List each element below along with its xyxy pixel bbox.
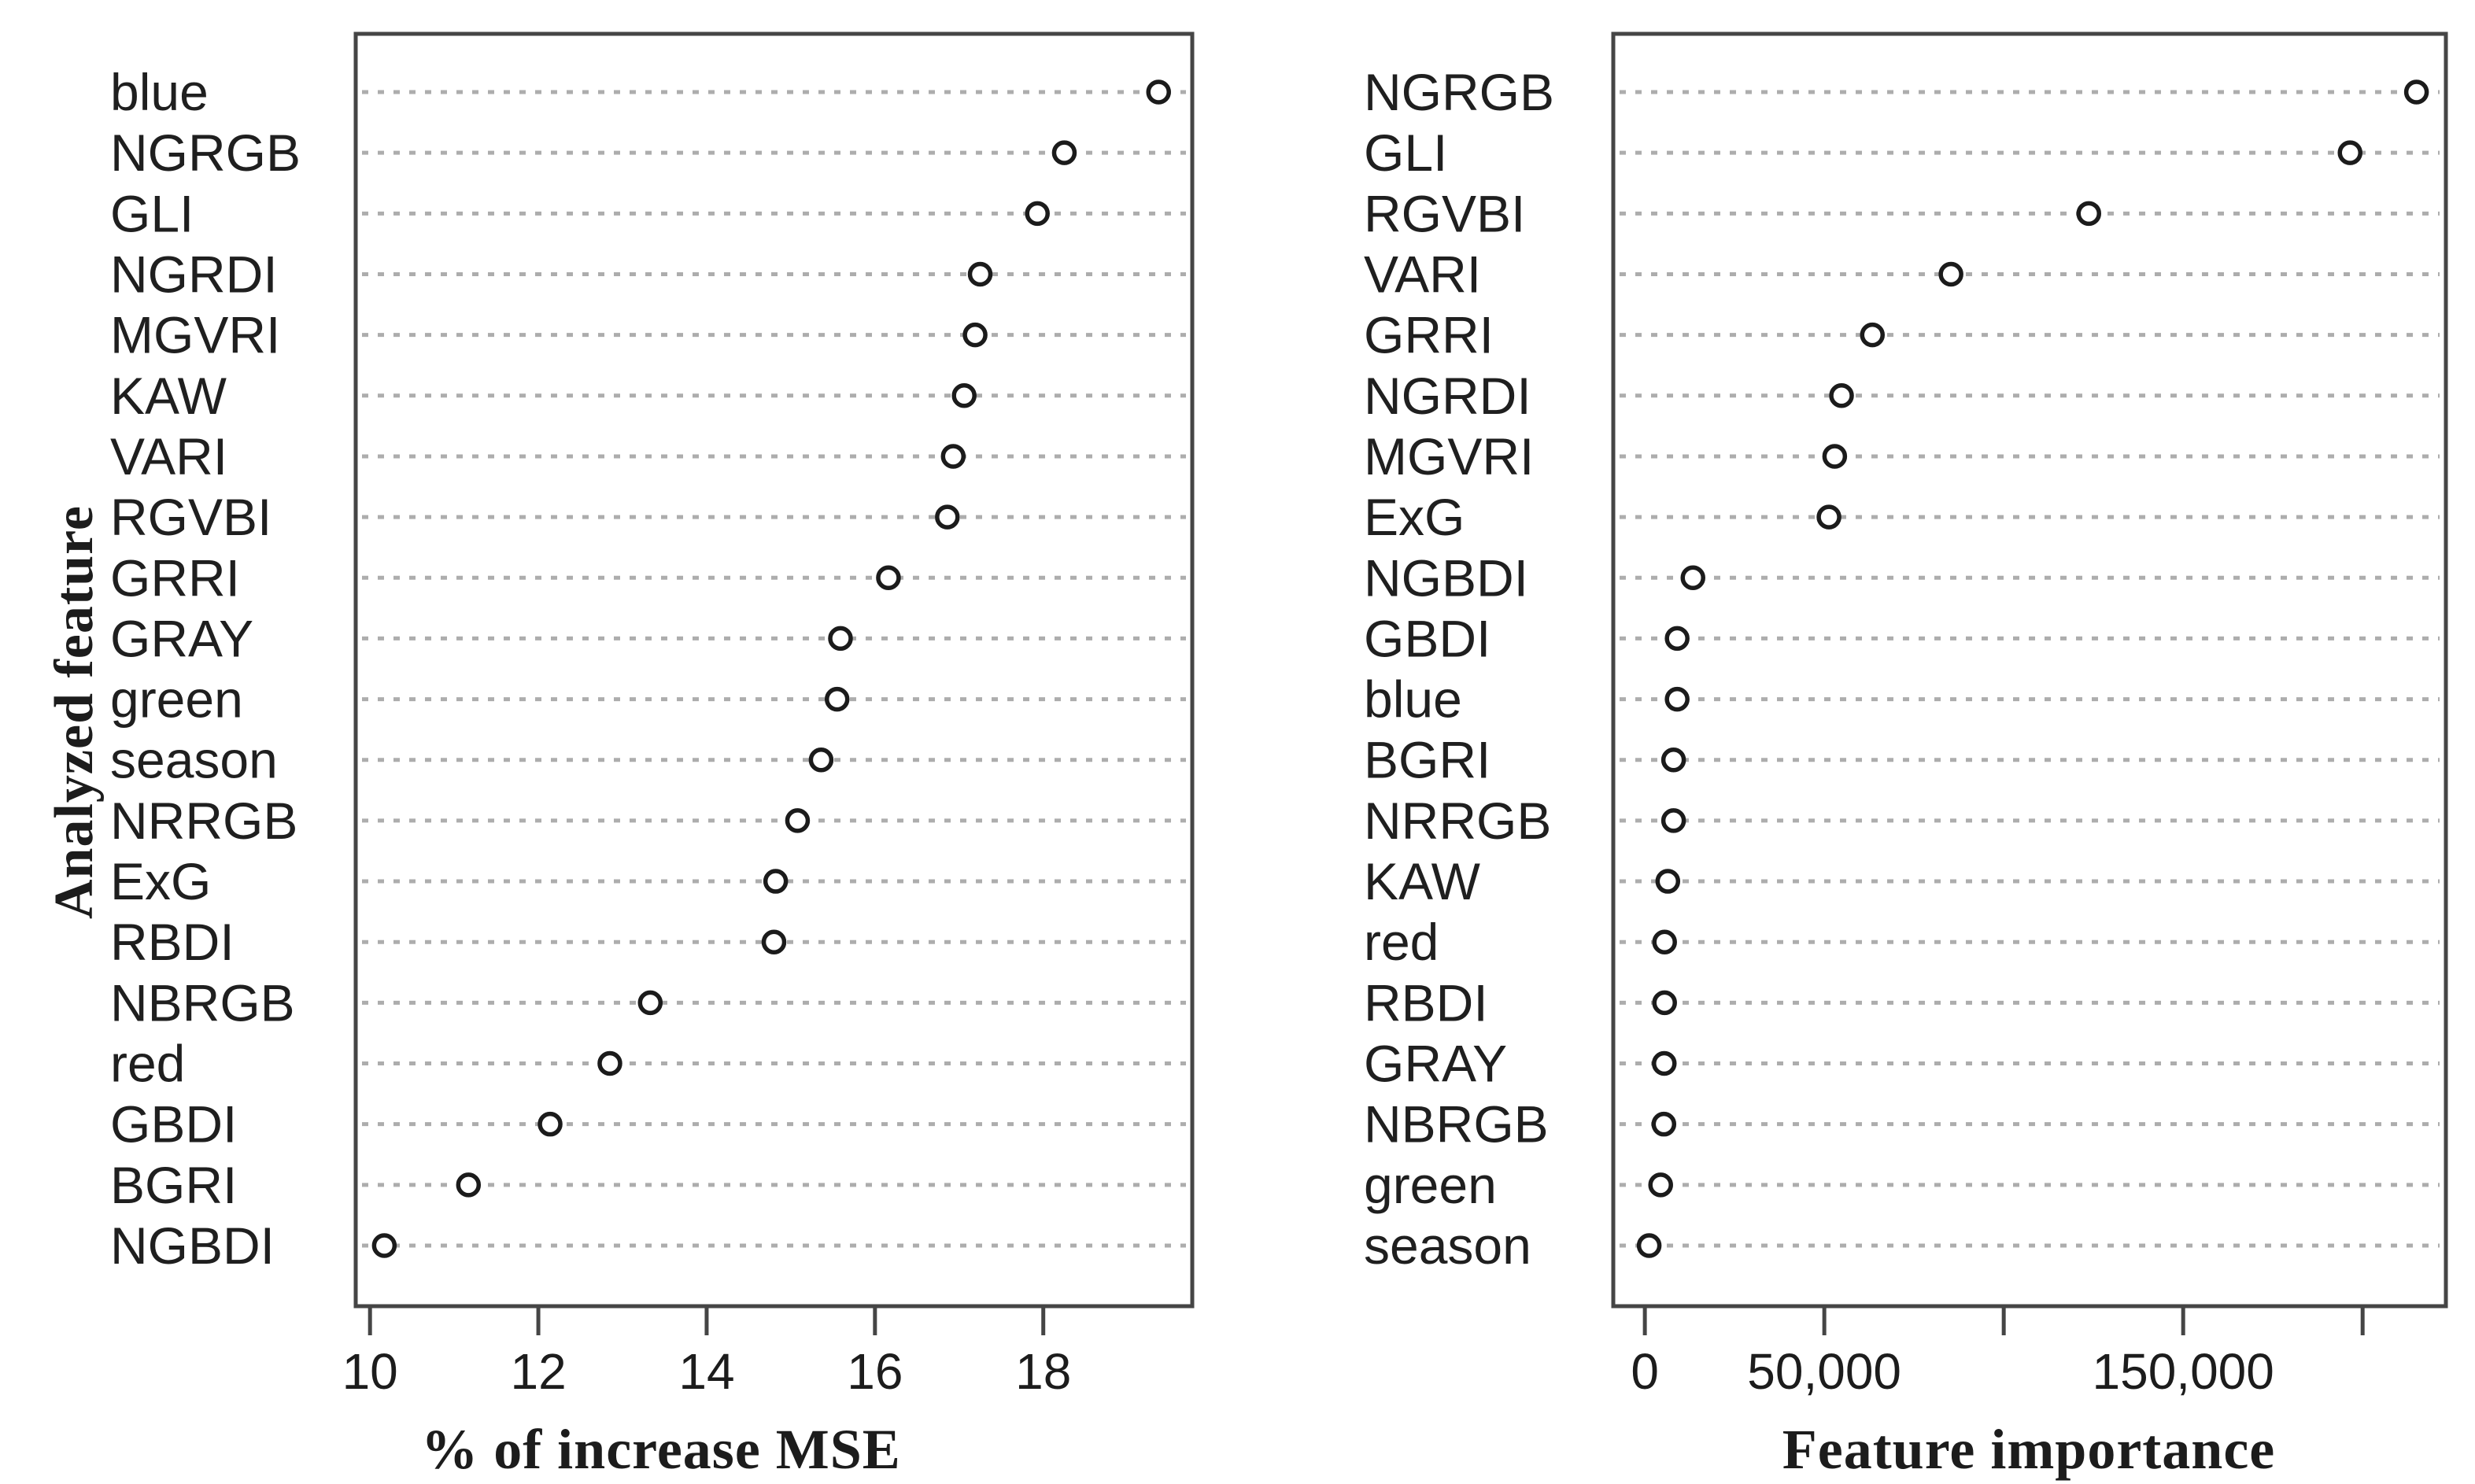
category-label-blue: blue xyxy=(1364,670,1462,729)
category-label-GRRI: GRRI xyxy=(1364,306,1494,364)
category-label-ExG: ExG xyxy=(1364,488,1465,546)
data-point-RGVBI xyxy=(935,504,960,530)
category-label-BGRI: BGRI xyxy=(1364,731,1491,789)
category-label-NGRGB: NGRGB xyxy=(1364,63,1554,121)
category-label-BGRI: BGRI xyxy=(110,1156,237,1214)
data-point-KAW xyxy=(951,383,977,408)
data-point-GRAY xyxy=(1652,1050,1677,1076)
category-label-green: green xyxy=(1364,1156,1497,1214)
data-point-GLI xyxy=(1025,201,1050,227)
data-point-GRRI xyxy=(1860,322,1886,348)
category-label-RGVBI: RGVBI xyxy=(1364,184,1525,242)
data-point-red xyxy=(597,1050,622,1076)
x-tick-label: 18 xyxy=(1015,1343,1071,1400)
category-label-KAW: KAW xyxy=(1364,852,1481,910)
category-label-GLI: GLI xyxy=(1364,124,1447,182)
x-tick-label: 150,000 xyxy=(2093,1343,2274,1400)
data-point-RBDI xyxy=(1652,990,1677,1016)
data-point-blue xyxy=(1664,686,1690,712)
category-label-GBDI: GBDI xyxy=(1364,609,1491,667)
data-point-GBDI xyxy=(537,1111,563,1137)
data-point-blue xyxy=(1146,79,1171,105)
data-point-NGBDI xyxy=(371,1233,397,1258)
data-point-GLI xyxy=(2337,140,2362,165)
data-point-GRRI xyxy=(876,565,901,591)
category-label-RGVBI: RGVBI xyxy=(110,488,272,546)
category-label-green: green xyxy=(110,670,243,729)
data-point-ExG xyxy=(1816,504,1841,530)
category-label-season: season xyxy=(1364,1216,1531,1275)
category-label-season: season xyxy=(110,731,278,789)
data-point-red xyxy=(1652,929,1677,954)
x-tick-label: 16 xyxy=(847,1343,903,1400)
data-point-season xyxy=(808,747,834,773)
data-point-VARI xyxy=(940,444,966,469)
data-point-green xyxy=(1648,1172,1673,1198)
x-axis-title-left: % of increase MSE xyxy=(421,1418,901,1481)
data-point-ExG xyxy=(763,869,789,894)
x-tick-label: 14 xyxy=(678,1343,734,1400)
category-label-VARI: VARI xyxy=(1364,245,1481,303)
data-point-GBDI xyxy=(1664,626,1690,652)
data-point-BGRI xyxy=(456,1172,482,1198)
data-point-NGRDI xyxy=(1829,383,1854,408)
category-label-NRRGB: NRRGB xyxy=(110,792,297,850)
right-dot-plot-panel: 0 50,000 150,000 NGRGBGLIRGVBIVARIGRRINGRDI… xyxy=(1364,31,2448,1400)
category-label-NGRDI: NGRDI xyxy=(1364,367,1531,425)
data-point-MGVRI xyxy=(1822,444,1848,469)
category-label-GRAY: GRAY xyxy=(110,609,253,667)
data-point-NGRGB xyxy=(2403,79,2429,105)
category-label-GRAY: GRAY xyxy=(1364,1035,1507,1093)
x-axis-title-right: Feature importance xyxy=(1782,1418,2276,1481)
data-point-BGRI xyxy=(1660,747,1686,773)
category-label-blue: blue xyxy=(110,63,209,121)
data-point-RGVBI xyxy=(2076,201,2101,227)
category-label-ExG: ExG xyxy=(110,852,211,910)
category-label-NGRGB: NGRGB xyxy=(110,124,301,182)
left-dot-plot-panel: 10 12 14 16 18blueNGRGBGLINGRDIMGVRIKAWVARIR… xyxy=(110,31,1195,1400)
category-label-GLI: GLI xyxy=(110,184,194,242)
category-label-KAW: KAW xyxy=(110,367,227,425)
data-point-NBRGB xyxy=(637,990,663,1016)
category-label-NGBDI: NGBDI xyxy=(110,1216,275,1275)
category-label-NBRGB: NBRGB xyxy=(1364,1095,1549,1154)
category-label-MGVRI: MGVRI xyxy=(110,306,280,364)
data-point-NBRGB xyxy=(1651,1111,1677,1137)
plot-frame xyxy=(1611,31,2448,1309)
category-label-RBDI: RBDI xyxy=(1364,973,1488,1032)
data-point-NGRGB xyxy=(1051,140,1077,165)
data-point-season xyxy=(1636,1233,1662,1258)
x-tick-label: 0 xyxy=(1631,1343,1659,1400)
category-label-NGRDI: NGRDI xyxy=(110,245,278,303)
category-label-MGVRI: MGVRI xyxy=(1364,427,1534,485)
data-point-NGRDI xyxy=(967,261,993,287)
category-label-red: red xyxy=(110,1035,185,1093)
data-point-VARI xyxy=(1938,261,1963,287)
x-tick-label: 50,000 xyxy=(1747,1343,1901,1400)
x-tick-label: 10 xyxy=(342,1343,398,1400)
x-tick-label: 12 xyxy=(510,1343,566,1400)
data-point-NRRGB xyxy=(785,808,811,833)
data-point-KAW xyxy=(1655,869,1681,894)
data-point-green xyxy=(824,686,850,712)
plot-frame xyxy=(353,31,1195,1309)
data-point-NRRGB xyxy=(1660,808,1686,833)
category-label-NRRGB: NRRGB xyxy=(1364,792,1551,850)
category-label-NBRGB: NBRGB xyxy=(110,973,295,1032)
data-point-MGVRI xyxy=(962,322,988,348)
category-label-GBDI: GBDI xyxy=(110,1095,237,1154)
category-label-GRRI: GRRI xyxy=(110,548,240,607)
data-point-GRAY xyxy=(828,626,853,652)
category-label-red: red xyxy=(1364,913,1439,971)
y-axis-title: Analyzed feature xyxy=(44,505,105,919)
category-label-VARI: VARI xyxy=(110,427,227,485)
category-label-RBDI: RBDI xyxy=(110,913,235,971)
category-label-NGBDI: NGBDI xyxy=(1364,548,1528,607)
data-point-RBDI xyxy=(761,929,787,954)
data-point-NGBDI xyxy=(1680,565,1705,591)
